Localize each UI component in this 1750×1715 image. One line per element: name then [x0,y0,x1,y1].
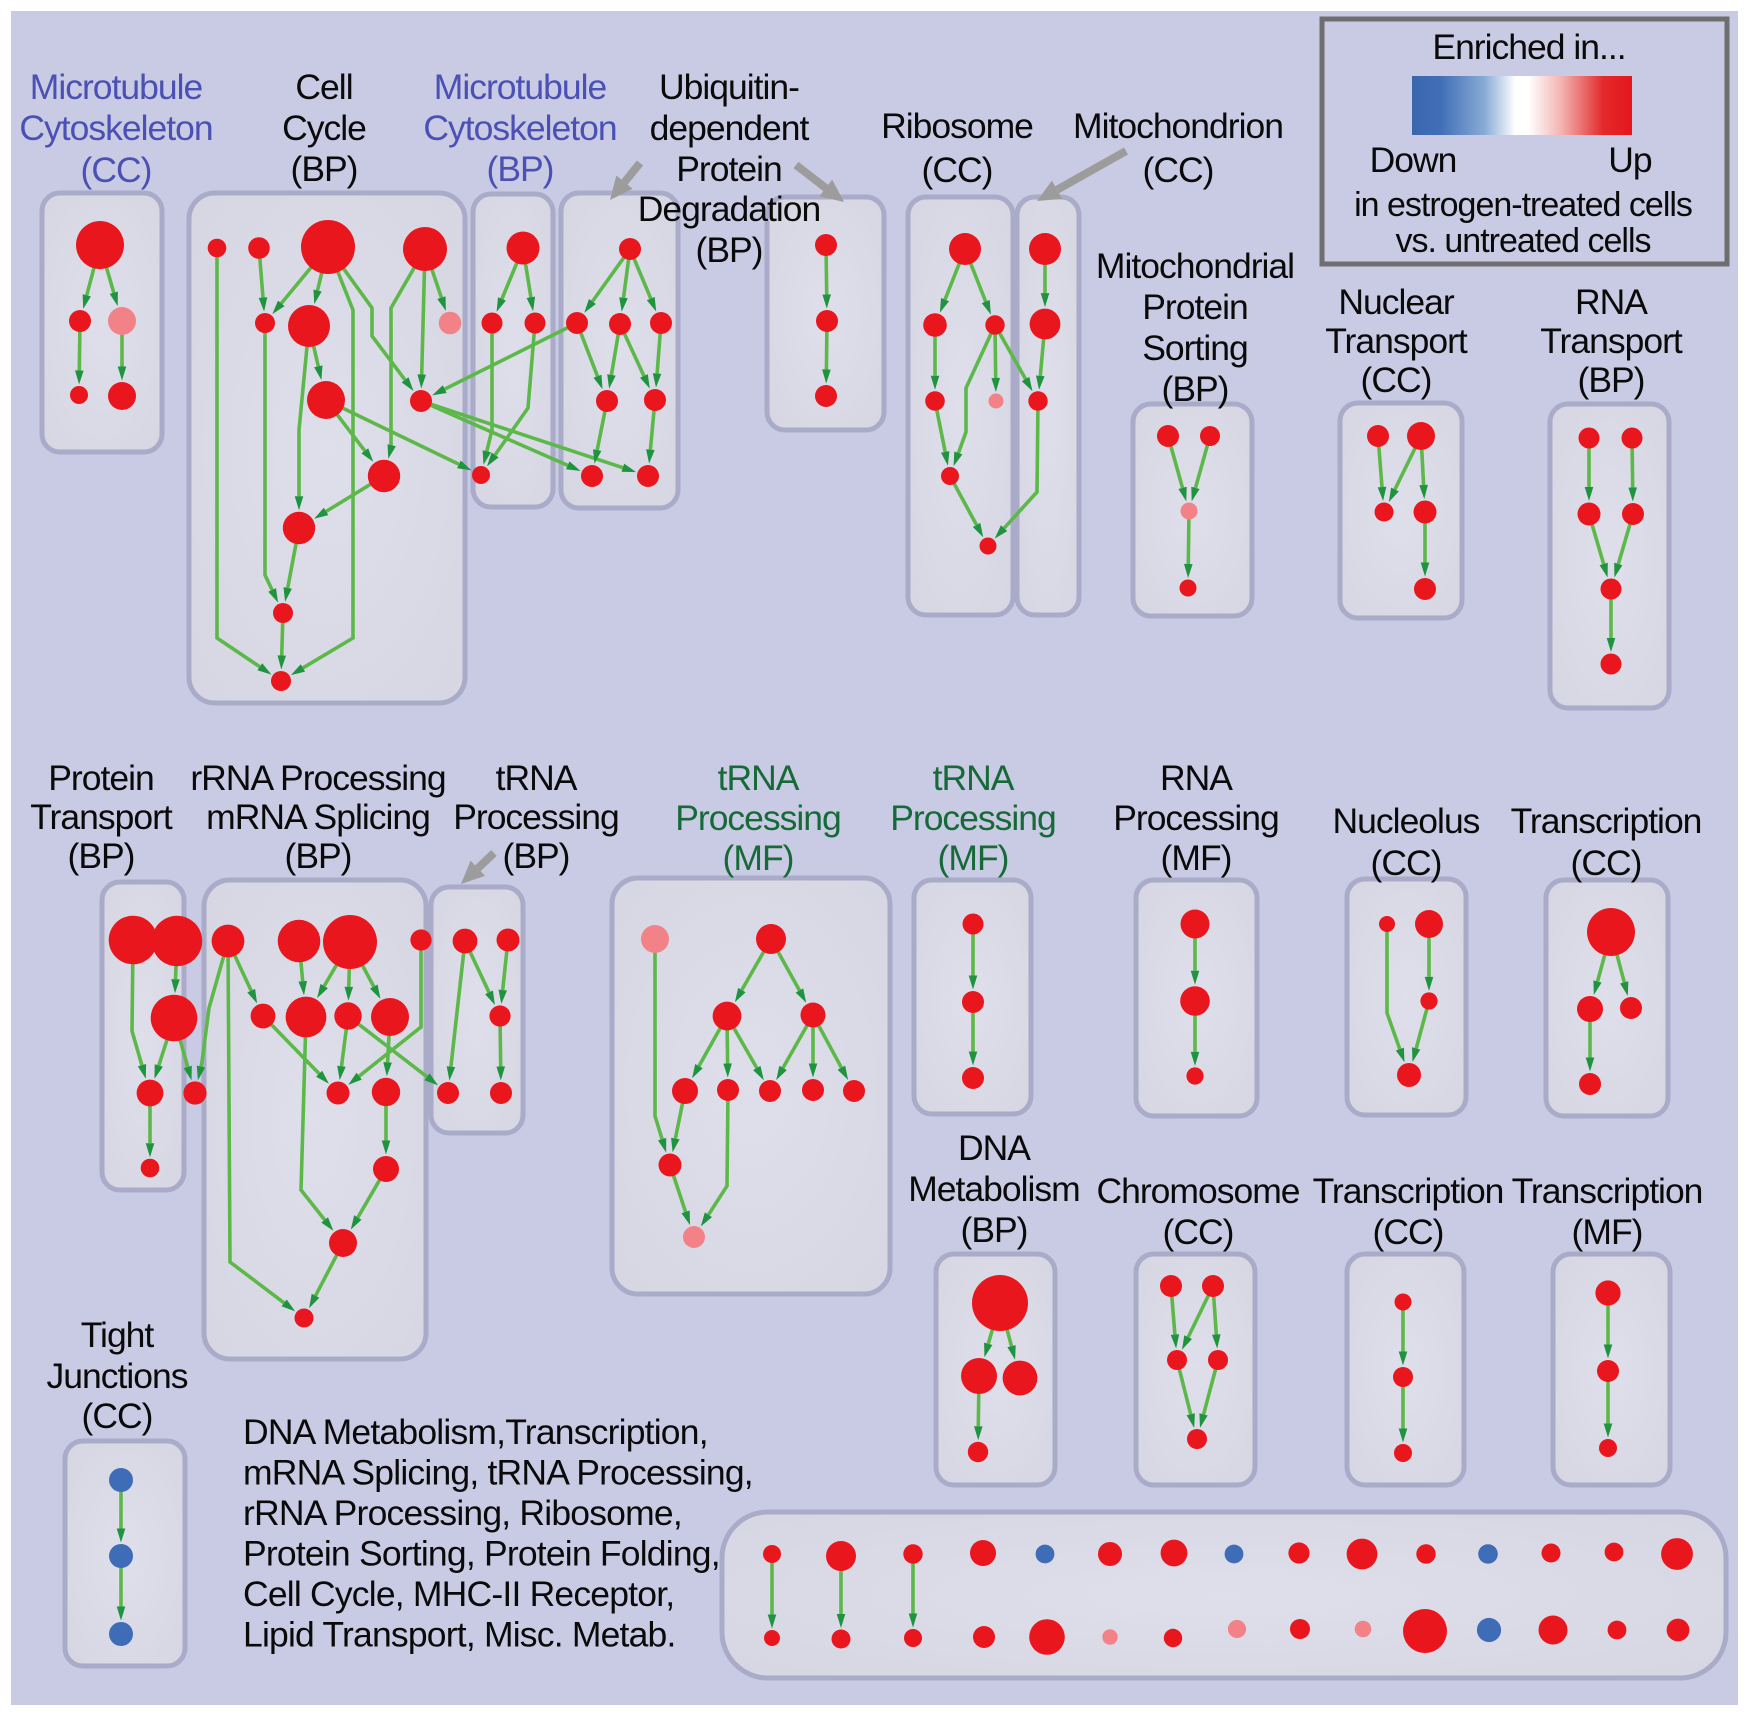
svg-text:(CC): (CC) [922,150,993,190]
svg-text:Mitochondrion: Mitochondrion [1073,106,1283,146]
svg-text:Protein: Protein [676,149,781,189]
svg-text:(BP): (BP) [1162,369,1229,409]
svg-text:Chromosome: Chromosome [1096,1171,1299,1211]
svg-text:Transport: Transport [1540,321,1683,361]
svg-text:(BP): (BP) [285,836,352,876]
svg-text:(BP): (BP) [291,149,358,189]
svg-text:Protein: Protein [48,758,153,798]
svg-text:Protein: Protein [1142,287,1247,327]
svg-text:(CC): (CC) [82,1396,153,1436]
svg-text:(CC): (CC) [1571,843,1642,883]
svg-text:rRNA Processing, Ribosome,: rRNA Processing, Ribosome, [243,1493,682,1533]
svg-text:Ribosome: Ribosome [881,106,1033,146]
svg-text:Microtubule: Microtubule [30,67,203,107]
svg-text:(CC): (CC) [1371,843,1442,883]
svg-text:mRNA Splicing, tRNA Processing: mRNA Splicing, tRNA Processing, [243,1453,753,1493]
svg-text:rRNA Processing: rRNA Processing [190,758,445,798]
svg-text:(CC): (CC) [1361,360,1432,400]
svg-text:Ubiquitin-: Ubiquitin- [659,67,799,107]
svg-text:Processing: Processing [1113,798,1279,838]
svg-text:dependent: dependent [650,108,810,148]
svg-text:Metabolism: Metabolism [908,1169,1080,1209]
svg-text:vs. untreated cells: vs. untreated cells [1395,222,1650,260]
svg-text:(BP): (BP) [961,1210,1028,1250]
svg-text:(BP): (BP) [1578,360,1645,400]
svg-text:(BP): (BP) [503,836,570,876]
svg-text:Up: Up [1608,140,1652,180]
svg-text:Transcription: Transcription [1313,1171,1504,1211]
svg-text:(MF): (MF) [723,838,794,878]
svg-text:DNA Metabolism,Transcription,: DNA Metabolism,Transcription, [243,1412,708,1452]
svg-text:(BP): (BP) [68,836,135,876]
svg-text:Lipid Transport, Misc. Metab.: Lipid Transport, Misc. Metab. [243,1615,676,1655]
svg-text:Microtubule: Microtubule [434,67,607,107]
svg-text:Degradation: Degradation [638,189,820,229]
svg-text:Cell: Cell [295,67,352,107]
svg-text:mRNA Splicing: mRNA Splicing [206,797,430,837]
svg-text:Protein Sorting, Protein Foldi: Protein Sorting, Protein Folding, [243,1534,720,1574]
svg-text:Transport: Transport [1325,321,1468,361]
svg-text:(MF): (MF) [1161,838,1232,878]
svg-text:tRNA: tRNA [718,758,800,798]
svg-text:Sorting: Sorting [1142,328,1247,368]
svg-text:DNA: DNA [958,1128,1031,1168]
svg-text:Enriched in...: Enriched in... [1432,27,1625,67]
svg-text:(CC): (CC) [1373,1212,1444,1252]
svg-text:Transcription: Transcription [1511,801,1702,841]
svg-text:RNA: RNA [1160,758,1233,798]
svg-text:Tight: Tight [81,1315,155,1355]
svg-text:(MF): (MF) [1572,1212,1643,1252]
svg-text:Processing: Processing [453,797,619,837]
svg-text:Cell Cycle, MHC-II Receptor,: Cell Cycle, MHC-II Receptor, [243,1574,674,1614]
svg-text:(CC): (CC) [1143,150,1214,190]
svg-text:Nucleolus: Nucleolus [1333,801,1480,841]
svg-text:Junctions: Junctions [47,1356,188,1396]
svg-text:Cytoskeleton: Cytoskeleton [423,108,616,148]
svg-text:(CC): (CC) [81,150,152,190]
svg-text:(BP): (BP) [487,149,554,189]
svg-text:tRNA: tRNA [933,758,1015,798]
svg-text:Cycle: Cycle [282,108,366,148]
svg-text:Mitochondrial: Mitochondrial [1096,246,1294,286]
svg-text:Down: Down [1370,140,1457,180]
svg-text:Nuclear: Nuclear [1338,282,1455,322]
svg-text:in estrogen-treated cells: in estrogen-treated cells [1354,186,1692,224]
svg-text:Processing: Processing [890,798,1056,838]
svg-text:(CC): (CC) [1163,1212,1234,1252]
svg-text:Processing: Processing [675,798,841,838]
svg-text:Transcription: Transcription [1512,1171,1703,1211]
svg-text:(BP): (BP) [696,230,763,270]
svg-text:RNA: RNA [1575,282,1648,322]
svg-text:Cytoskeleton: Cytoskeleton [19,108,212,148]
svg-text:Transport: Transport [30,797,173,837]
svg-text:tRNA: tRNA [496,758,578,798]
svg-text:(MF): (MF) [938,838,1009,878]
